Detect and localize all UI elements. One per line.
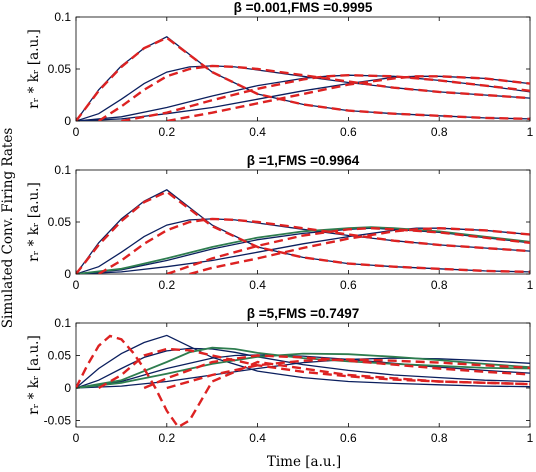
x-tick-label: 1 <box>527 431 534 445</box>
fitted-series-1 <box>76 346 530 389</box>
x-tick-label: 0.8 <box>431 278 448 292</box>
x-tick-label: 1 <box>527 125 534 139</box>
dashed-series-1 <box>76 36 530 121</box>
x-tick-label: 0.2 <box>158 278 175 292</box>
axes-box <box>75 322 531 428</box>
y-tick-label: 0 <box>64 381 71 395</box>
plot-area <box>76 36 530 121</box>
y-tick-label: 0.05 <box>48 349 72 363</box>
panel-title: β =5,FMS =0.7497 <box>247 306 360 321</box>
x-tick-label: 0.8 <box>431 125 448 139</box>
x-tick-label: 0.6 <box>340 431 357 445</box>
x-tick-label: 0.4 <box>249 125 266 139</box>
dashed-series-3 <box>166 226 530 274</box>
y-tick-label: 0 <box>64 114 71 128</box>
y-tick-label: 0.1 <box>54 316 71 330</box>
dashed-series-4 <box>166 75 530 121</box>
axes-box <box>75 169 531 275</box>
x-tick-label: 0.4 <box>249 278 266 292</box>
panel-title: β =1,FMS =0.9964 <box>247 153 360 168</box>
y-tick-label: 0.05 <box>48 215 72 229</box>
x-tick-label: 0.8 <box>431 431 448 445</box>
panel-2: 0 0.2 0.4 0.6 0.8 1 0 0.05 0.1 β =1,FMS =0.9964 rᵣ… <box>26 153 534 292</box>
true-series-2 <box>76 347 530 389</box>
y-tick-label: 0.1 <box>54 10 71 24</box>
x-tick-label: 0 <box>73 125 80 139</box>
dashed-series-1 <box>76 190 530 274</box>
plot-area <box>76 189 530 274</box>
dashed-series-2 <box>98 217 530 274</box>
dashed-series-4 <box>166 358 530 390</box>
y-tick-label: -0.05 <box>44 414 72 428</box>
x-tick-label: 0.6 <box>340 278 357 292</box>
figure-ylabel: Simulated Conv. Firing Rates <box>0 128 16 329</box>
dashed-series-3 <box>121 73 530 121</box>
fitted-series-2 <box>76 352 530 389</box>
panel-ylabel: rᵣ * kᵣ [a.u.] <box>26 29 42 109</box>
figure-xlabel: Time [a.u.] <box>267 454 341 470</box>
x-tick-label: 1 <box>527 278 534 292</box>
true-series-3 <box>76 74 530 121</box>
x-tick-label: 0 <box>73 431 80 445</box>
panels: 0 0.2 0.4 0.6 0.8 1 0 0.05 0.1 β =0.001,FMS =0.99… <box>26 0 534 445</box>
dashed-series-2 <box>98 347 530 390</box>
y-tick-label: 0.05 <box>48 62 72 76</box>
y-tick-label: 0.1 <box>54 163 71 177</box>
panel-ylabel: rᵣ * kᵣ [a.u.] <box>26 335 42 415</box>
x-tick-label: 0.6 <box>340 125 357 139</box>
true-series-1 <box>76 334 530 389</box>
axes-box <box>75 16 531 122</box>
panel-ylabel: rᵣ * kᵣ [a.u.] <box>26 182 42 262</box>
x-tick-label: 0.2 <box>158 431 175 445</box>
dashed-series-4 <box>189 226 530 274</box>
x-tick-label: 0 <box>73 278 80 292</box>
plot-area <box>76 334 530 427</box>
x-tick-label: 0.2 <box>158 125 175 139</box>
panel-title: β =0.001,FMS =0.9995 <box>234 0 373 15</box>
x-tick-label: 0.4 <box>249 431 266 445</box>
dashed-series-1 <box>76 334 530 427</box>
panel-1: 0 0.2 0.4 0.6 0.8 1 0 0.05 0.1 β =0.001,FMS =0.99… <box>26 0 534 139</box>
true-series-4 <box>76 227 530 274</box>
y-tick-label: 0 <box>64 267 71 281</box>
dashed-series-2 <box>98 64 530 121</box>
